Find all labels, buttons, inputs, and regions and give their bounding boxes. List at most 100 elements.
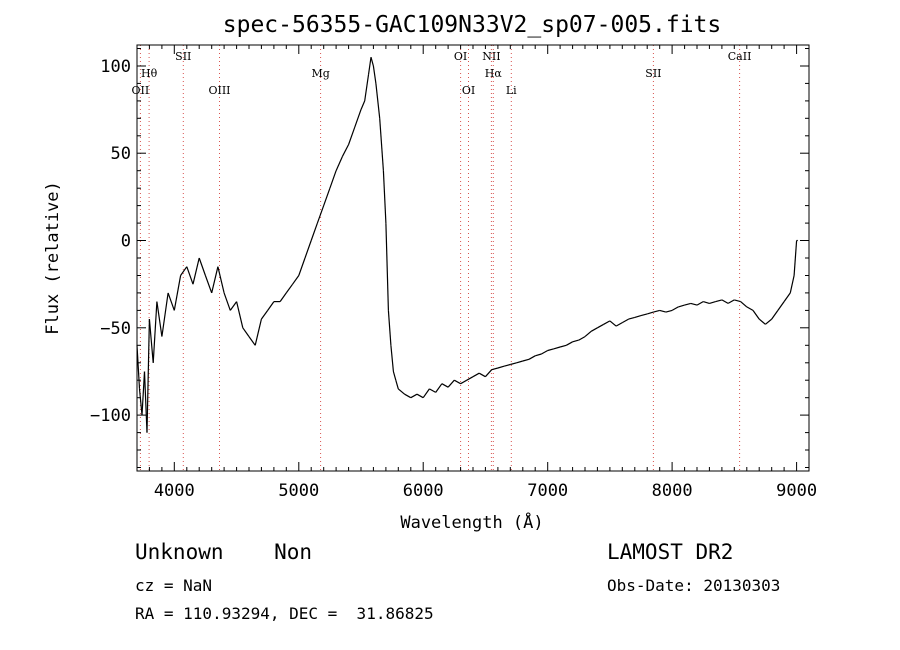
series-0-segment xyxy=(628,316,635,320)
y-tick-label: −100 xyxy=(90,406,131,426)
series-0-segment xyxy=(640,313,648,317)
series-0-segment xyxy=(248,336,256,346)
series-0-segment xyxy=(310,222,318,241)
x-tick-label: 9000 xyxy=(776,481,817,501)
series-0-segment xyxy=(622,318,629,324)
series-0-segment xyxy=(198,257,206,276)
series-0-segment xyxy=(454,379,461,385)
series-0-segment xyxy=(566,341,573,346)
series-0-segment xyxy=(173,275,182,311)
spectral-line-label: CaII xyxy=(728,50,752,63)
series-0-segment xyxy=(771,310,779,320)
series-0-segment xyxy=(789,275,795,294)
spectral-line-label: OII xyxy=(132,84,150,97)
series-0-segment xyxy=(491,367,499,371)
series-0-segment xyxy=(665,309,673,313)
spectral-line-label: Li xyxy=(506,84,517,97)
series-0-segment xyxy=(777,301,785,311)
series-0-segment xyxy=(211,266,219,294)
series-0-segment xyxy=(267,301,275,311)
spectral-line-label: NII xyxy=(482,50,500,63)
series-0-segment xyxy=(765,318,773,325)
series-0-segment xyxy=(615,322,623,327)
series-0-segment xyxy=(364,74,370,101)
series-0-segment xyxy=(709,301,716,304)
series-0-segment xyxy=(329,170,337,189)
x-tick-label: 7000 xyxy=(527,481,568,501)
series-0-segment xyxy=(516,360,523,364)
series-0-segment xyxy=(367,57,372,75)
x-axis-label: Wavelength (Å) xyxy=(400,511,543,533)
series-0-segment xyxy=(609,320,617,327)
observation-date: Obs-Date: 20130303 xyxy=(607,576,781,595)
series-0-segment xyxy=(703,301,710,304)
series-0-segment xyxy=(254,318,262,346)
y-tick-label: 50 xyxy=(111,144,131,164)
chart-title: spec-56355-GAC109N33V2_sp07-005.fits xyxy=(223,12,722,38)
series-0-segment xyxy=(746,306,754,311)
series-0-segment xyxy=(372,65,377,84)
series-0-segment xyxy=(590,327,598,332)
series-0-segment xyxy=(292,275,300,285)
spectral-line-label: OI xyxy=(454,50,467,63)
series-0-segment xyxy=(503,363,511,367)
spectral-line-label: Hα xyxy=(485,67,503,80)
series-0-segment xyxy=(335,156,343,171)
series-0-segment xyxy=(659,309,667,313)
x-tick-label: 8000 xyxy=(652,481,693,501)
series-0-segment xyxy=(370,57,374,67)
series-0-segment xyxy=(354,109,362,128)
survey-release: LAMOST DR2 xyxy=(607,540,734,564)
series-0-segment xyxy=(229,301,238,311)
series-0-segment xyxy=(758,318,766,325)
x-tick-label: 4000 xyxy=(154,481,195,501)
series-0-segment xyxy=(634,315,642,318)
series-0-segment xyxy=(696,301,704,306)
series-0-segment xyxy=(752,310,760,320)
series-0-segment xyxy=(435,383,443,393)
series-0-segment xyxy=(584,330,592,338)
series-0-segment xyxy=(416,393,424,399)
series-0-segment xyxy=(385,223,389,311)
series-0-segment xyxy=(559,344,567,348)
spectral-line-label: SII xyxy=(645,67,661,80)
spectral-line-label: Mg xyxy=(311,67,329,80)
series-0-segment xyxy=(161,292,169,337)
series-0-segment xyxy=(547,348,555,352)
series-0-segment xyxy=(690,302,698,306)
series-0-segment xyxy=(204,275,213,294)
series-0-segment xyxy=(684,302,691,306)
series-0-segment xyxy=(167,292,175,311)
series-0-segment xyxy=(422,388,430,399)
series-0-segment xyxy=(472,372,480,378)
series-0-segment xyxy=(141,371,146,416)
series-0-segment xyxy=(323,187,331,206)
x-tick-label: 5000 xyxy=(278,481,319,501)
series-0-segment xyxy=(441,383,449,388)
series-0-segment xyxy=(387,310,392,346)
series-0-segment xyxy=(217,266,225,294)
x-tick-label: 6000 xyxy=(403,481,444,501)
series-0-segment xyxy=(510,362,517,366)
series-0-segment xyxy=(497,365,505,369)
series-0-segment xyxy=(382,170,387,224)
spectrum-series xyxy=(136,57,798,433)
series-0-segment xyxy=(404,393,412,399)
series-0-segment xyxy=(671,306,679,311)
series-0-segment xyxy=(138,388,143,416)
series-0-segment xyxy=(180,266,188,276)
series-0-segment xyxy=(392,371,397,381)
series-0-segment xyxy=(447,379,455,388)
series-0-segment xyxy=(360,100,366,110)
spectral-line-label: OIII xyxy=(208,84,230,97)
series-0-segment xyxy=(143,371,148,433)
series-0-segment xyxy=(535,353,542,357)
series-0-segment xyxy=(146,319,150,433)
series-0-segment xyxy=(236,301,244,328)
series-0-segment xyxy=(348,126,356,145)
series-0-segment xyxy=(429,388,436,393)
series-0-segment xyxy=(156,301,163,337)
series-0-segment xyxy=(186,266,194,285)
series-0-segment xyxy=(727,299,735,304)
